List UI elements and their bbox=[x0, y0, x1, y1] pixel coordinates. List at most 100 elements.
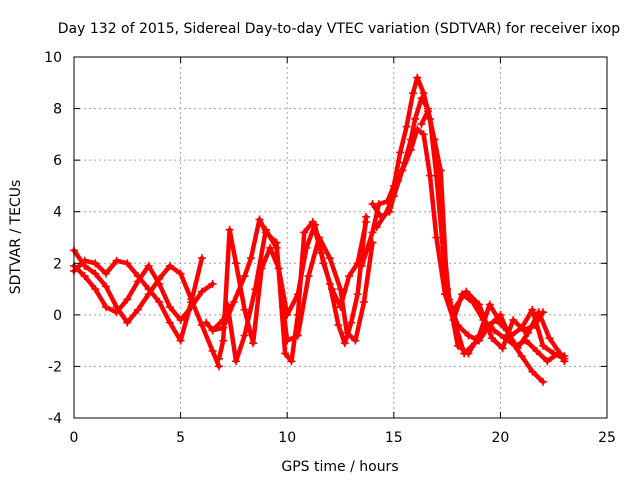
data-point-marker bbox=[232, 259, 241, 268]
data-point-marker bbox=[80, 272, 89, 281]
data-point-marker bbox=[229, 297, 238, 306]
data-point-marker bbox=[304, 272, 313, 281]
data-point-marker bbox=[281, 349, 290, 358]
data-point-marker bbox=[443, 285, 452, 294]
y-tick-label: 4 bbox=[53, 205, 62, 221]
data-point-marker bbox=[197, 321, 206, 330]
data-point-marker bbox=[240, 305, 249, 314]
data-point-marker bbox=[406, 145, 415, 154]
data-point-marker bbox=[336, 303, 345, 312]
data-point-marker bbox=[357, 261, 366, 270]
data-point-marker bbox=[411, 114, 420, 123]
data-point-marker bbox=[101, 303, 110, 312]
data-point-marker bbox=[419, 89, 428, 98]
data-point-marker bbox=[430, 135, 439, 144]
data-point-marker bbox=[202, 318, 211, 327]
grid-layer bbox=[74, 57, 607, 418]
data-point-marker bbox=[368, 228, 377, 237]
data-point-marker bbox=[519, 326, 528, 335]
data-point-marker bbox=[340, 339, 349, 348]
data-point-marker bbox=[176, 316, 185, 325]
data-point-marker bbox=[112, 256, 121, 265]
chart-title: Day 132 of 2015, Sidereal Day-to-day VTE… bbox=[58, 21, 621, 37]
series-layer bbox=[70, 73, 569, 386]
data-point-marker bbox=[464, 331, 473, 340]
data-point-marker bbox=[232, 357, 241, 366]
data-point-marker bbox=[187, 297, 196, 306]
data-point-marker bbox=[293, 290, 302, 299]
data-point-marker bbox=[487, 334, 496, 343]
data-point-marker bbox=[225, 225, 234, 234]
data-point-marker bbox=[80, 256, 89, 265]
data-point-marker bbox=[197, 254, 206, 263]
data-point-marker bbox=[255, 215, 264, 224]
data-point-marker bbox=[293, 331, 302, 340]
y-tick-label: -4 bbox=[48, 411, 62, 427]
data-point-marker bbox=[208, 326, 217, 335]
data-point-marker bbox=[283, 336, 292, 345]
data-point-marker bbox=[214, 362, 223, 371]
data-point-marker bbox=[532, 346, 541, 355]
data-point-marker bbox=[449, 305, 458, 314]
data-point-marker bbox=[327, 285, 336, 294]
data-point-marker bbox=[436, 166, 445, 175]
data-point-marker bbox=[240, 331, 249, 340]
data-point-marker bbox=[485, 300, 494, 309]
data-point-marker bbox=[513, 344, 522, 353]
x-tick-label: 20 bbox=[491, 430, 509, 446]
data-point-marker bbox=[498, 344, 507, 353]
data-point-marker bbox=[368, 199, 377, 208]
x-tick-label: 15 bbox=[385, 430, 403, 446]
data-point-marker bbox=[283, 310, 292, 319]
data-point-marker bbox=[155, 297, 164, 306]
data-point-marker bbox=[470, 339, 479, 348]
data-point-marker bbox=[133, 272, 142, 281]
data-point-marker bbox=[475, 300, 484, 309]
y-tick-label: 2 bbox=[53, 256, 62, 272]
y-tick-label: 6 bbox=[53, 153, 62, 169]
tick-layer: 0 5 10 15 20 25 -4 -2 0 2 4 6 8 10 bbox=[44, 50, 616, 446]
data-point-marker bbox=[257, 264, 266, 273]
x-tick-label: 0 bbox=[70, 430, 79, 446]
data-point-marker bbox=[246, 254, 255, 263]
data-point-marker bbox=[539, 377, 548, 386]
data-point-marker bbox=[451, 321, 460, 330]
data-point-marker bbox=[353, 259, 362, 268]
data-point-marker bbox=[389, 192, 398, 201]
data-point-marker bbox=[91, 285, 100, 294]
data-point-marker bbox=[300, 228, 309, 237]
data-point-marker bbox=[133, 305, 142, 314]
x-axis-label: GPS time / hours bbox=[281, 459, 398, 475]
data-point-marker bbox=[310, 220, 319, 229]
y-tick-label: 8 bbox=[53, 102, 62, 118]
data-point-marker bbox=[345, 272, 354, 281]
data-point-marker bbox=[144, 261, 153, 270]
x-tick-label: 5 bbox=[176, 430, 185, 446]
data-point-marker bbox=[155, 279, 164, 288]
data-point-marker bbox=[325, 254, 334, 263]
data-point-marker bbox=[176, 269, 185, 278]
data-point-marker bbox=[417, 94, 426, 103]
data-point-marker bbox=[528, 305, 537, 314]
data-point-marker bbox=[545, 334, 554, 343]
data-point-marker bbox=[319, 259, 328, 268]
data-point-marker bbox=[101, 282, 110, 291]
data-point-marker bbox=[413, 125, 422, 134]
data-point-marker bbox=[492, 316, 501, 325]
data-point-marker bbox=[426, 171, 435, 180]
data-point-marker bbox=[249, 339, 258, 348]
data-point-marker bbox=[302, 243, 311, 252]
data-point-marker bbox=[101, 269, 110, 278]
data-point-marker bbox=[408, 89, 417, 98]
data-point-marker bbox=[359, 297, 368, 306]
data-point-marker bbox=[123, 318, 132, 327]
data-point-marker bbox=[176, 336, 185, 345]
data-point-marker bbox=[517, 352, 526, 361]
data-point-marker bbox=[208, 279, 217, 288]
data-point-marker bbox=[556, 349, 565, 358]
data-point-marker bbox=[398, 166, 407, 175]
data-point-marker bbox=[539, 308, 548, 317]
data-point-marker bbox=[274, 264, 283, 273]
data-point-marker bbox=[353, 290, 362, 299]
data-point-marker bbox=[396, 148, 405, 157]
